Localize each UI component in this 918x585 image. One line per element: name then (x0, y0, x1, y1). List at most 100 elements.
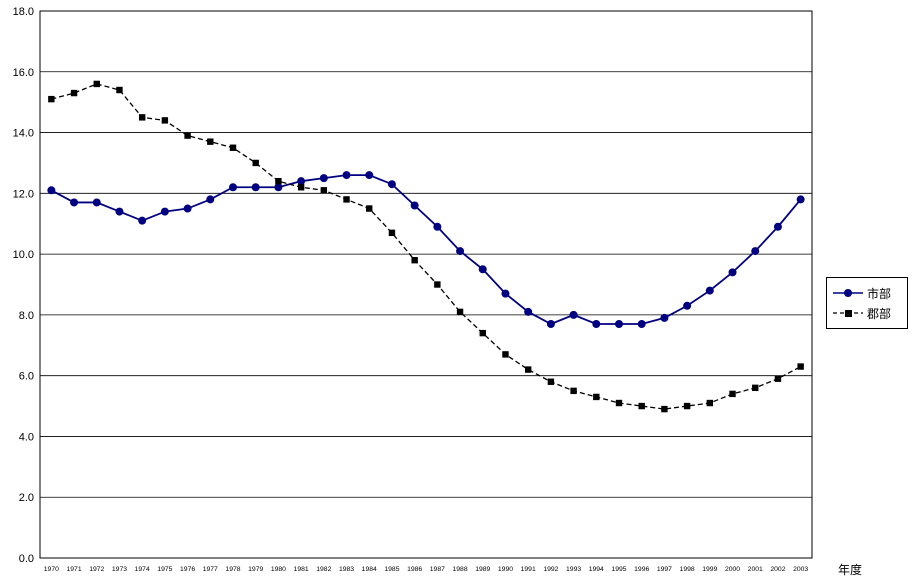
marker-square (502, 351, 509, 358)
marker-square (275, 177, 282, 185)
x-axis-title: 年度 (838, 563, 863, 577)
marker-square (434, 281, 441, 288)
marker-square (297, 184, 305, 191)
marker-circle (501, 289, 510, 298)
x-tick-label: 1979 (248, 566, 263, 573)
marker-square (752, 384, 759, 392)
x-tick-label: 1990 (498, 566, 513, 573)
marker-square (343, 196, 350, 203)
marker-circle (773, 222, 782, 231)
x-tick-label: 1975 (157, 566, 172, 573)
marker-circle (751, 247, 760, 256)
marker-square (138, 114, 146, 121)
marker-square (661, 405, 668, 413)
x-tick-label: 1978 (225, 566, 240, 573)
marker-circle (410, 201, 419, 210)
marker-square (683, 402, 691, 410)
x-tick-label: 1995 (611, 566, 626, 573)
x-tick-label: 1983 (339, 566, 354, 573)
marker-circle (206, 195, 215, 204)
y-tick-label: 6.0 (19, 371, 34, 383)
x-tick-label: 1974 (135, 566, 150, 573)
marker-circle (387, 180, 396, 189)
marker-circle (456, 247, 465, 256)
y-tick-label: 2.0 (19, 492, 34, 504)
marker-square (638, 402, 645, 410)
series-line-郡部 (51, 83, 801, 410)
marker-circle (115, 207, 124, 216)
legend-label-gunbu: 郡部 (867, 306, 892, 321)
marker-square (797, 363, 804, 370)
x-tick-label: 1981 (294, 566, 309, 573)
marker-circle (705, 286, 714, 295)
marker-circle (342, 171, 351, 180)
x-tick-label: 1989 (475, 566, 490, 573)
marker-circle (569, 310, 578, 319)
marker-circle (683, 301, 692, 310)
marker-circle (796, 195, 805, 204)
marker-square (184, 132, 191, 139)
x-tick-label: 1992 (543, 566, 558, 573)
legend-key-solid-circle-icon (833, 289, 863, 297)
series-line-市部 (50, 174, 802, 325)
marker-circle (183, 204, 192, 213)
x-tick-label: 1977 (203, 566, 218, 573)
marker-circle (365, 171, 374, 180)
x-tick-label: 1980 (271, 566, 286, 573)
marker-circle (637, 320, 646, 329)
x-tick-label: 2000 (725, 566, 740, 573)
x-tick-label: 1987 (430, 566, 445, 573)
legend-label-shibu: 市部 (867, 286, 892, 301)
x-tick-label: 1994 (589, 566, 604, 573)
x-tick-label: 2002 (770, 566, 785, 573)
marker-circle (524, 307, 533, 316)
marker-circle (592, 320, 601, 329)
y-tick-label: 18.0 (13, 6, 34, 18)
marker-square (411, 256, 418, 264)
x-tick-label: 1984 (362, 566, 377, 573)
marker-square (252, 159, 259, 167)
x-tick-label: 1986 (407, 566, 422, 573)
marker-square (116, 86, 123, 94)
legend-item-gunbu[interactable]: 郡部 (833, 303, 901, 323)
marker-circle (92, 198, 101, 207)
marker-circle (615, 320, 623, 329)
marker-square (593, 393, 600, 401)
y-tick-label: 4.0 (19, 431, 34, 443)
x-tick-label: 1985 (384, 566, 399, 573)
marker-square (479, 329, 486, 337)
marker-square (70, 89, 78, 97)
x-tick-label: 1971 (66, 566, 81, 573)
marker-square (366, 205, 373, 212)
marker-square (93, 80, 100, 88)
legend-item-shibu[interactable]: 市部 (833, 283, 901, 303)
legend-key-dashed-square-icon (833, 310, 863, 317)
marker-circle (297, 177, 306, 186)
marker-square (320, 187, 328, 194)
y-tick-label: 0.0 (19, 553, 34, 565)
marker-circle (660, 313, 669, 322)
legend[interactable]: 市部 郡部 (826, 277, 908, 329)
marker-square (161, 117, 169, 124)
x-tick-label: 1997 (657, 566, 672, 573)
marker-square (48, 95, 55, 103)
marker-square (456, 308, 464, 316)
x-tick-label: 1988 (452, 566, 467, 573)
marker-square (207, 138, 214, 145)
marker-square (547, 378, 555, 385)
x-tick-label: 1991 (521, 566, 536, 573)
marker-circle (319, 174, 328, 183)
marker-square (729, 390, 736, 398)
y-tick-label: 12.0 (13, 188, 34, 200)
marker-circle (138, 216, 147, 225)
marker-square (524, 366, 532, 373)
x-tick-label: 1972 (89, 566, 104, 573)
marker-circle (47, 186, 56, 195)
x-tick-label: 1982 (316, 566, 331, 573)
x-tick-label: 1973 (112, 566, 127, 573)
marker-square (229, 144, 237, 151)
x-tick-label: 1996 (634, 566, 649, 573)
x-tick-label: 1993 (566, 566, 581, 573)
marker-circle (478, 265, 487, 274)
